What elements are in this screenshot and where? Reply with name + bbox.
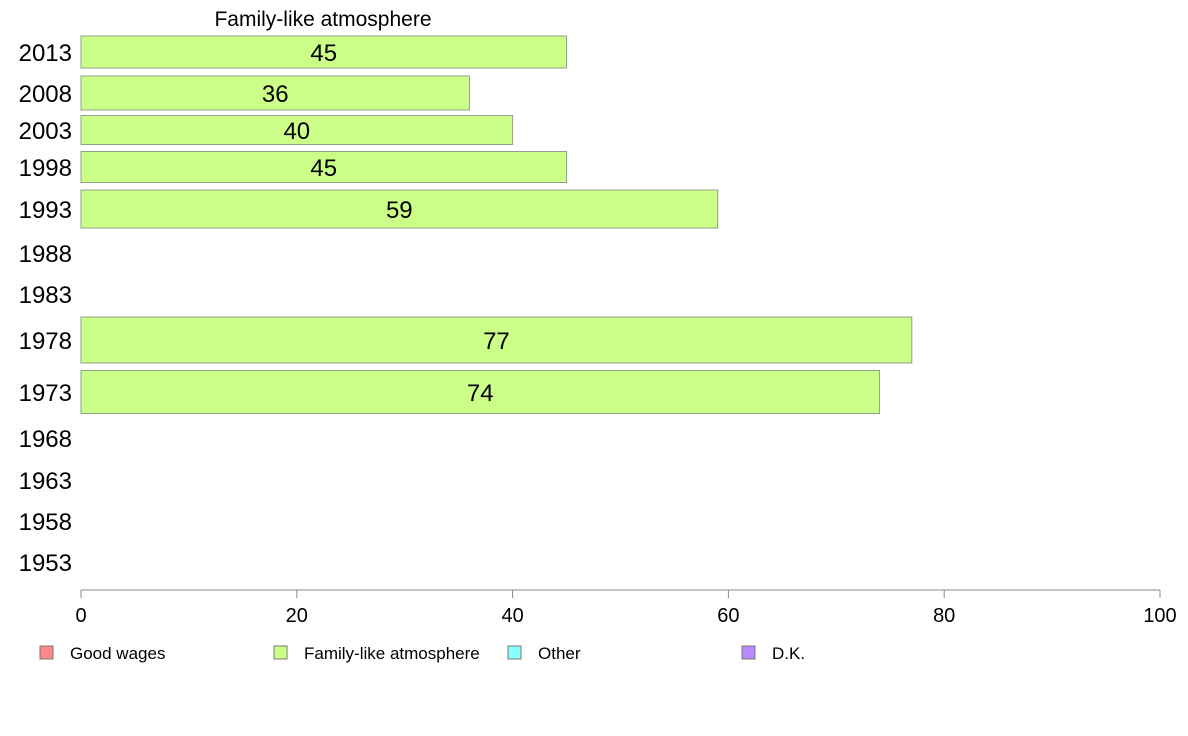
x-axis: 0 20 40 60 80 100: [75, 589, 1177, 627]
series-title: Family-like atmosphere: [214, 8, 431, 31]
legend-label: Other: [538, 644, 581, 663]
category-label: 2013: [19, 40, 72, 67]
legend: Good wages Family-like atmosphere Other D.K…: [39, 644, 805, 663]
bar-value-label: 59: [386, 197, 413, 224]
year-labels: 2013 2008 2003 1998 1993 1988 1983 1978 1973 1968…: [19, 40, 72, 577]
legend-label: D.K.: [772, 644, 805, 663]
bar-value-label: 45: [310, 40, 337, 67]
bar: [80, 189, 719, 229]
category-label: 1968: [19, 426, 72, 453]
category-label: 2008: [19, 81, 72, 108]
legend-swatch: [507, 645, 522, 660]
x-tick-label: 0: [75, 605, 86, 627]
bar: [80, 115, 514, 145]
bar: [80, 370, 880, 414]
category-label: 1963: [19, 468, 72, 495]
category-label: 1958: [19, 509, 72, 536]
legend-swatch: [273, 645, 288, 660]
category-label: 1978: [19, 328, 72, 355]
bar-value-label: 36: [262, 81, 289, 108]
bar: [80, 35, 568, 69]
legend-swatch: [741, 645, 756, 660]
x-tick-label: 40: [501, 605, 523, 627]
category-label: 1993: [19, 197, 72, 224]
legend-label: Good wages: [70, 644, 165, 663]
x-tick-label: 100: [1143, 605, 1176, 627]
bar: [80, 151, 568, 183]
x-tick-label: 60: [717, 605, 739, 627]
x-tick-label: 20: [286, 605, 308, 627]
legend-label: Family-like atmosphere: [304, 644, 480, 663]
category-label: 1983: [19, 282, 72, 309]
bar: [80, 316, 913, 364]
x-tick-label: 80: [933, 605, 955, 627]
category-label: 2003: [19, 118, 72, 145]
legend-swatch: [39, 645, 54, 660]
bar-value-label: 77: [483, 328, 510, 355]
category-label: 1998: [19, 155, 72, 182]
category-label: 1953: [19, 550, 72, 577]
category-label: 1988: [19, 241, 72, 268]
category-label: 1973: [19, 380, 72, 407]
bar: [80, 75, 470, 111]
bar-value-label: 74: [467, 380, 494, 407]
bar-value-label: 45: [310, 155, 337, 182]
bar-value-label: 40: [283, 118, 310, 145]
